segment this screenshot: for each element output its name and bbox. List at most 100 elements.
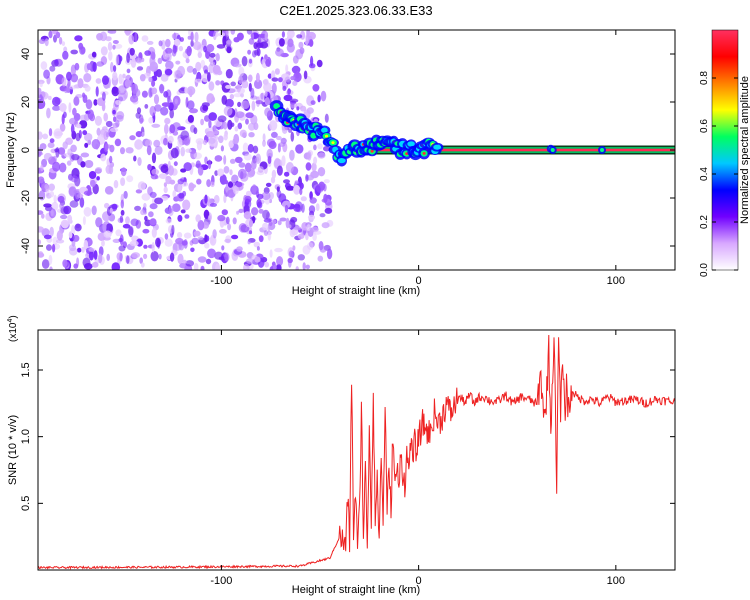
noise-speckle-blob <box>248 58 253 64</box>
noise-speckle-blob <box>238 162 246 168</box>
noise-speckle-blob <box>204 69 209 75</box>
noise-speckle-blob <box>129 135 136 141</box>
noise-speckle-blob <box>143 202 147 209</box>
noise-speckle-blob <box>60 219 69 229</box>
noise-speckle-blob <box>137 181 146 191</box>
noise-speckle-blob <box>212 64 221 75</box>
noise-speckle-blob <box>215 263 220 270</box>
noise-speckle-blob <box>81 246 85 253</box>
noise-speckle-blob <box>50 209 54 217</box>
noise-speckle-blob <box>254 256 261 263</box>
noise-speckle-blob <box>120 209 125 216</box>
noise-speckle-blob <box>185 148 192 153</box>
noise-speckle-blob <box>102 222 107 233</box>
noise-speckle-blob <box>224 98 234 108</box>
noise-speckle-blob <box>295 144 304 154</box>
noise-speckle-blob <box>259 41 269 49</box>
noise-speckle-blob <box>38 176 45 184</box>
noise-speckle-blob <box>226 46 232 54</box>
noise-speckle-blob <box>75 132 81 142</box>
track-blob-core <box>422 152 426 155</box>
spectrogram-y-ticks: -40 -20 0 20 40 <box>20 48 675 254</box>
noise-speckle-blob <box>232 185 239 195</box>
noise-speckle-blob <box>191 237 199 245</box>
noise-speckle-blob <box>120 199 125 209</box>
noise-speckle-blob <box>111 203 118 210</box>
noise-speckle-blob <box>269 249 273 258</box>
noise-speckle-blob <box>215 80 221 86</box>
noise-speckle-blob <box>38 190 46 201</box>
track-blob-mid <box>550 148 555 152</box>
noise-speckle-blob <box>283 179 290 184</box>
noise-speckle-blob <box>233 37 240 43</box>
noise-speckle-blob <box>59 123 66 132</box>
noise-speckle-blob <box>300 196 307 202</box>
noise-speckle-blob <box>213 130 220 135</box>
noise-speckle-blob <box>243 211 252 220</box>
noise-speckle-blob <box>169 179 176 185</box>
noise-speckle-blob <box>263 230 269 237</box>
noise-speckle-blob <box>175 237 184 245</box>
noise-speckle-blob <box>247 239 251 245</box>
noise-speckle-blob <box>53 194 57 204</box>
noise-speckle-blob <box>167 135 174 144</box>
noise-speckle-blob <box>307 242 314 250</box>
noise-speckle-blob <box>255 100 264 105</box>
noise-speckle-blob <box>272 219 277 224</box>
noise-speckle-blob <box>74 223 82 232</box>
noise-speckle-blob <box>95 143 99 150</box>
noise-speckle-blob <box>288 250 294 258</box>
noise-speckle-blob <box>119 252 123 262</box>
noise-speckle-blob <box>210 181 215 188</box>
noise-speckle-blob <box>173 38 181 47</box>
noise-speckle-blob <box>38 251 44 257</box>
noise-speckle-blob <box>174 98 178 105</box>
noise-speckle-blob <box>132 88 141 98</box>
noise-speckle-blob <box>48 254 53 265</box>
noise-speckle-blob <box>123 190 128 199</box>
noise-speckle-blob <box>177 137 183 148</box>
noise-speckle-blob <box>65 87 71 93</box>
noise-speckle-blob <box>189 108 198 114</box>
noise-speckle-blob <box>244 198 252 209</box>
noise-speckle-blob <box>69 117 78 125</box>
noise-speckle-blob <box>137 157 142 166</box>
noise-speckle-blob <box>170 147 179 159</box>
noise-speckle-blob <box>226 40 233 45</box>
noise-speckle-blob <box>263 218 272 223</box>
noise-speckle-blob <box>234 156 243 164</box>
noise-speckle-blob <box>63 46 68 53</box>
noise-speckle-blob <box>229 158 236 164</box>
noise-speckle-blob <box>109 155 113 164</box>
y-tick-label: 20 <box>20 96 32 108</box>
noise-speckle-blob <box>39 143 47 150</box>
noise-speckle-blob <box>292 55 299 64</box>
noise-speckle-blob <box>223 166 230 174</box>
noise-speckle-blob <box>143 253 148 260</box>
track-blob-core <box>370 149 374 153</box>
noise-speckle-blob <box>43 69 50 79</box>
noise-speckle-blob <box>102 75 109 85</box>
noise-speckle-blob <box>159 83 165 94</box>
noise-speckle-blob <box>141 131 145 137</box>
noise-speckle-blob <box>248 230 253 235</box>
noise-speckle-blob <box>262 133 266 142</box>
noise-speckle-blob <box>88 171 97 179</box>
noise-speckle-blob <box>69 200 79 208</box>
noise-speckle-blob <box>84 85 91 92</box>
noise-speckle-blob <box>238 223 248 233</box>
noise-speckle-blob <box>151 168 159 176</box>
noise-speckle-blob <box>39 81 43 88</box>
noise-speckle-blob <box>263 78 269 86</box>
noise-speckle-blob <box>206 131 215 138</box>
noise-speckle-blob <box>105 165 112 174</box>
noise-speckle-blob <box>72 107 77 116</box>
noise-speckle-blob <box>224 252 230 262</box>
noise-speckle-blob <box>204 234 208 243</box>
noise-speckle-blob <box>68 102 72 113</box>
noise-speckle-blob <box>271 82 277 94</box>
track-blob-mid <box>600 148 605 152</box>
noise-speckle-blob <box>44 183 49 190</box>
figure-title: C2E1.2025.323.06.33.E33 <box>279 3 432 18</box>
noise-speckle-blob <box>189 88 193 98</box>
